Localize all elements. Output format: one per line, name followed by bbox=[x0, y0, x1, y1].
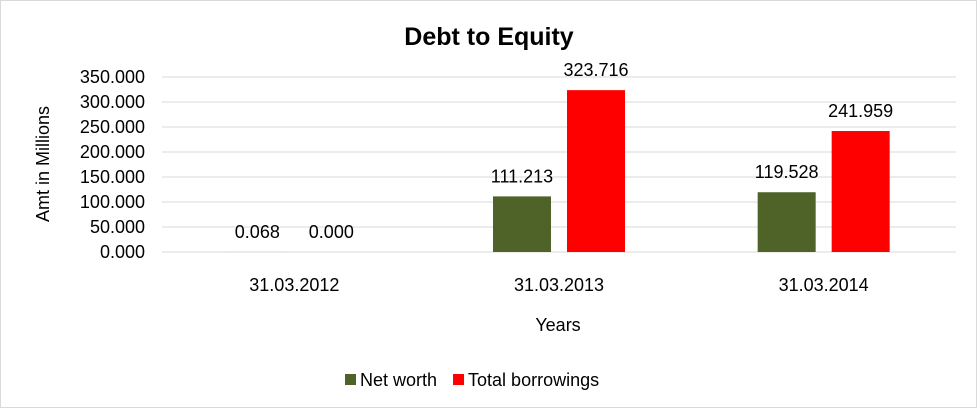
data-label: 0.068 bbox=[235, 222, 280, 242]
chart-title: Debt to Equity bbox=[404, 23, 574, 51]
data-label: 0.000 bbox=[309, 222, 354, 242]
y-tick-label: 150.000 bbox=[80, 167, 145, 187]
y-axis-label: Amt in Millions bbox=[33, 106, 53, 222]
bar-total-borrowings bbox=[567, 90, 625, 252]
data-label: 111.213 bbox=[491, 166, 553, 186]
x-axis-label: Years bbox=[535, 315, 580, 335]
legend-label: Net worth bbox=[360, 370, 437, 390]
y-tick-label: 250.000 bbox=[80, 117, 145, 137]
legend-swatch bbox=[453, 374, 464, 385]
y-tick-label: 100.000 bbox=[80, 192, 145, 212]
x-tick-label: 31.03.2014 bbox=[779, 275, 869, 295]
bar-total-borrowings bbox=[832, 131, 890, 252]
data-label: 119.528 bbox=[755, 162, 819, 182]
y-tick-label: 350.000 bbox=[80, 67, 145, 87]
legend-swatch bbox=[345, 374, 356, 385]
legend-label: Total borrowings bbox=[468, 370, 599, 390]
bar-net-worth bbox=[758, 192, 816, 252]
y-tick-label: 0.000 bbox=[100, 242, 145, 262]
y-tick-label: 50.000 bbox=[90, 217, 145, 237]
data-label: 241.959 bbox=[828, 101, 893, 121]
y-tick-label: 300.000 bbox=[80, 92, 145, 112]
x-tick-label: 31.03.2012 bbox=[249, 275, 339, 295]
data-label: 323.716 bbox=[563, 60, 628, 80]
bar-net-worth bbox=[493, 196, 551, 252]
x-tick-label: 31.03.2013 bbox=[514, 275, 604, 295]
y-tick-label: 200.000 bbox=[80, 142, 145, 162]
